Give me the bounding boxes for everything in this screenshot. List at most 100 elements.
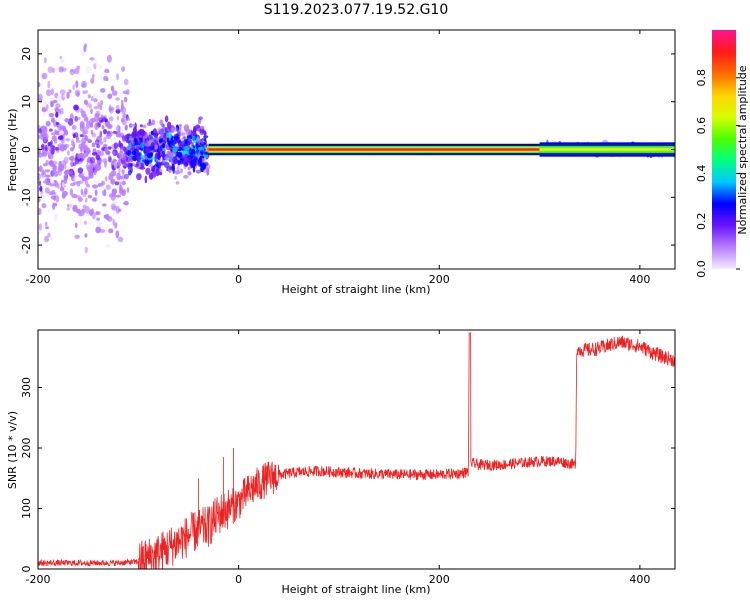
spectrogram-cell bbox=[46, 89, 52, 97]
spectrogram-cell bbox=[115, 97, 120, 101]
spectrogram-cell bbox=[108, 156, 112, 163]
spectrogram-cell bbox=[71, 193, 78, 199]
spectrogram-cell bbox=[94, 122, 99, 131]
spectrogram-cell bbox=[165, 126, 171, 133]
spectrogram-cell bbox=[84, 220, 87, 225]
snr-y-tick-label: 0 bbox=[20, 566, 33, 573]
spectrogram-cell bbox=[86, 138, 91, 142]
spectrogram-cell bbox=[38, 128, 42, 134]
spectrogram-cell bbox=[78, 180, 84, 185]
spectrogram-cell bbox=[123, 201, 129, 206]
spectrogram-cell bbox=[63, 93, 67, 98]
spectrogram-cell bbox=[56, 95, 62, 103]
spectrogram-cell bbox=[121, 106, 127, 115]
spectrogram-cell bbox=[44, 177, 50, 183]
spectrogram-cell bbox=[74, 89, 81, 97]
spectrogram-cell bbox=[166, 137, 170, 143]
spectrogram-cell bbox=[38, 180, 42, 187]
spectrogram-cell bbox=[40, 144, 45, 150]
spectrogram-cell bbox=[116, 73, 119, 81]
spectrogram-cell bbox=[148, 134, 153, 140]
spectrogram-cell bbox=[54, 183, 59, 188]
spectrogram-cell bbox=[38, 82, 41, 87]
snr-series-line bbox=[38, 332, 675, 569]
spectrogram-cell bbox=[86, 162, 89, 170]
spectrogram-cell bbox=[44, 221, 48, 227]
spectrogram-cell bbox=[79, 121, 85, 129]
spectrogram-cell bbox=[94, 139, 100, 146]
spectrogram-cell bbox=[154, 134, 158, 139]
spectrogram-carrier-band bbox=[539, 148, 675, 151]
spectrogram-cell bbox=[38, 93, 43, 102]
spectrogram-cell bbox=[44, 174, 51, 178]
spectrogram-cell bbox=[77, 153, 81, 160]
spectrogram-cell bbox=[73, 132, 79, 138]
spectrogram-cell bbox=[136, 149, 139, 157]
spectrogram-cell bbox=[155, 168, 160, 177]
spectrogram-x-axis-label: Height of straight line (km) bbox=[281, 283, 430, 296]
spectrogram-cell bbox=[49, 100, 55, 106]
spectrogram-cell bbox=[180, 168, 183, 173]
spectrogram-cell bbox=[192, 158, 197, 166]
spectrogram-cell bbox=[123, 96, 128, 103]
spectrogram-cell bbox=[134, 164, 139, 168]
spectrogram-cell bbox=[121, 135, 127, 142]
spectrogram-cell bbox=[66, 92, 70, 99]
spectrogram-cell bbox=[154, 144, 158, 150]
spectrogram-cell bbox=[47, 142, 52, 146]
spectrogram-cell bbox=[111, 90, 118, 96]
colorbar-tick-label: 0.8 bbox=[695, 69, 708, 87]
spectrogram-cell bbox=[38, 167, 42, 172]
spectrogram-cell bbox=[108, 173, 114, 181]
spectrogram-cell bbox=[187, 171, 192, 176]
spectrogram-cell bbox=[195, 169, 202, 174]
spectrogram-cell bbox=[187, 166, 191, 171]
spectrogram-cell bbox=[186, 135, 193, 140]
spectrogram-cell bbox=[72, 141, 76, 150]
spectrogram-cell bbox=[87, 94, 91, 99]
spectrogram-cell bbox=[85, 106, 90, 112]
spectrogram-cell bbox=[99, 64, 103, 70]
spectrogram-cell bbox=[72, 162, 77, 167]
spectrogram-cell bbox=[62, 182, 65, 188]
spectrogram-cell bbox=[106, 216, 113, 222]
spectrogram-cell bbox=[72, 84, 76, 91]
spectrogram-cell bbox=[119, 175, 123, 180]
spectrogram-cell bbox=[164, 161, 170, 169]
spectrogram-cell bbox=[100, 88, 106, 93]
spectrogram-x-tick-label: -200 bbox=[26, 273, 51, 286]
spectrogram-y-tick-label: 20 bbox=[20, 47, 33, 61]
spectrogram-cell bbox=[179, 157, 184, 165]
spectrogram-cell bbox=[58, 135, 64, 140]
spectrogram-cell bbox=[109, 116, 114, 122]
spectrogram-cell bbox=[69, 188, 74, 196]
spectrogram-cell bbox=[107, 93, 113, 100]
spectrogram-cell bbox=[121, 189, 127, 193]
spectrogram-cell bbox=[95, 162, 100, 170]
spectrogram-cell bbox=[105, 78, 109, 81]
spectrogram-cell bbox=[85, 149, 89, 157]
spectrogram-cell bbox=[126, 181, 129, 188]
spectrogram-cell bbox=[73, 68, 80, 75]
spectrogram-cell bbox=[148, 118, 151, 124]
spectrogram-cell bbox=[112, 158, 117, 163]
spectrogram-cell bbox=[157, 153, 161, 161]
spectrogram-cell bbox=[176, 165, 180, 172]
spectrogram-cell bbox=[60, 58, 65, 63]
spectrogram-cell bbox=[43, 126, 48, 134]
spectrogram-cell bbox=[59, 130, 64, 136]
spectrogram-cell bbox=[60, 108, 64, 112]
spectrogram-cell bbox=[121, 168, 125, 175]
spectrogram-cell bbox=[41, 72, 48, 80]
spectrogram-cell bbox=[191, 135, 196, 140]
spectrogram-cell bbox=[101, 189, 107, 196]
spectrogram-cell bbox=[121, 118, 127, 126]
snr-x-tick-label: -200 bbox=[26, 573, 51, 586]
spectrogram-cell bbox=[115, 104, 120, 111]
spectrogram-cell bbox=[192, 165, 196, 173]
spectrogram-x-tick-label: 200 bbox=[429, 273, 450, 286]
spectrogram-cell bbox=[47, 232, 51, 238]
spectrogram-cell bbox=[141, 130, 146, 137]
spectrogram-cell bbox=[76, 189, 81, 194]
spectrogram-marks bbox=[38, 43, 675, 254]
